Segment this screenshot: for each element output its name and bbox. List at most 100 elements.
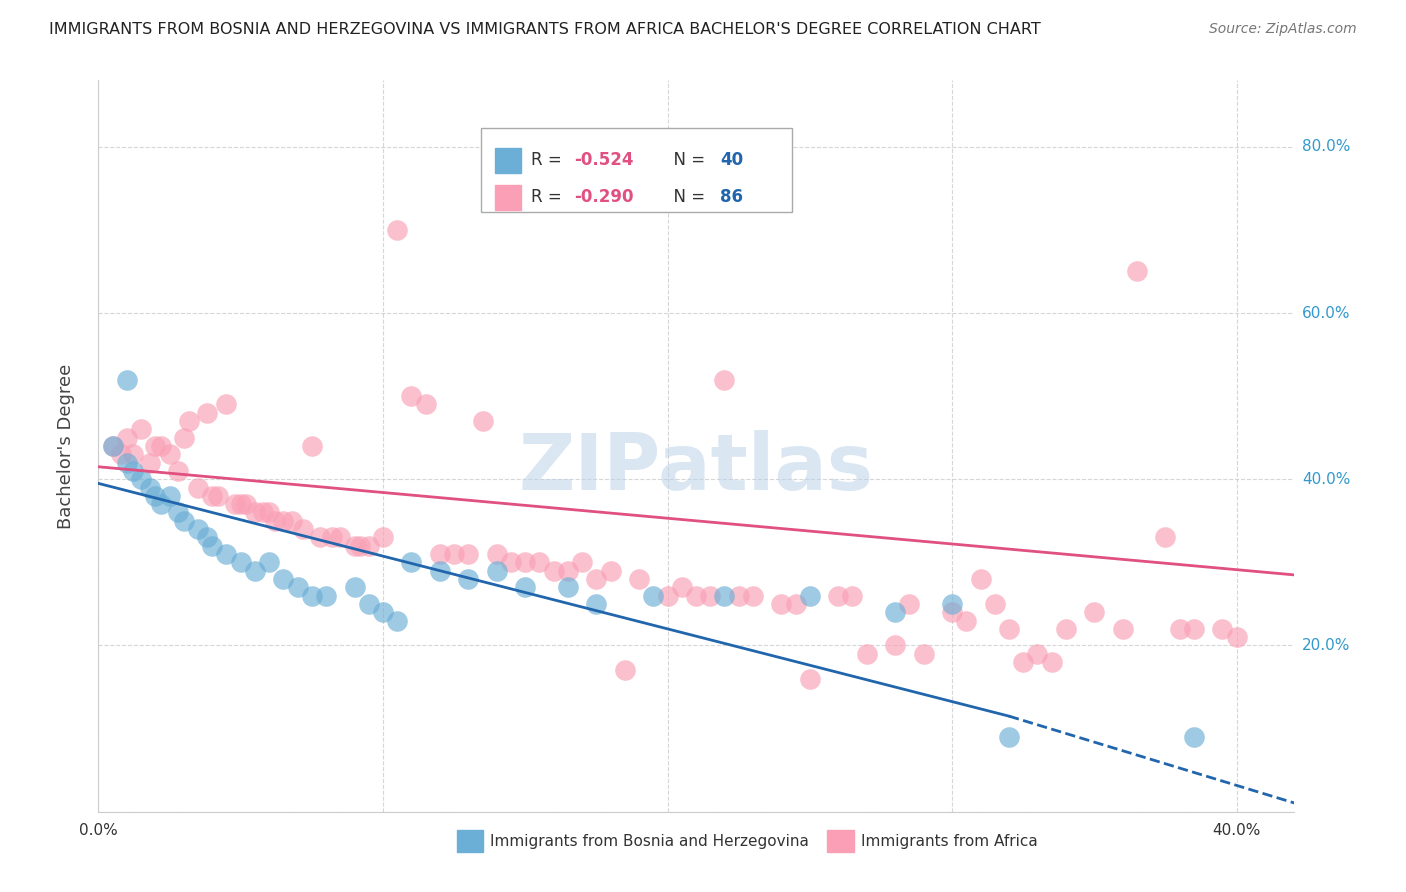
Point [235,497,257,511]
Point [385,614,409,628]
Point [713,372,735,386]
Point [515,580,537,594]
Point [179,414,201,428]
Text: 40.0%: 40.0% [1302,472,1350,487]
Point [173,514,195,528]
Bar [457,830,484,852]
Point [243,564,266,578]
Point [1182,622,1205,636]
Point [699,589,721,603]
Y-axis label: Bachelor's Degree: Bachelor's Degree [56,363,75,529]
Point [585,597,607,611]
Point [187,522,209,536]
Point [357,597,380,611]
Point [827,589,849,603]
Point [898,597,921,611]
FancyBboxPatch shape [481,128,792,212]
Point [1040,655,1063,669]
Point [187,481,209,495]
Point [252,506,274,520]
Point [224,497,246,511]
Point [1026,647,1049,661]
Text: N =: N = [662,188,710,206]
Point [159,489,181,503]
Point [727,589,749,603]
Text: -0.290: -0.290 [574,188,634,206]
Bar [495,186,522,210]
Point [263,514,285,528]
Point [571,555,593,569]
Point [229,555,252,569]
Point [471,414,494,428]
Point [129,472,152,486]
Text: R =: R = [531,188,567,206]
Point [292,522,315,536]
Point [657,589,679,603]
Point [138,456,160,470]
Point [529,555,551,569]
Point [129,422,152,436]
Text: 40: 40 [720,151,742,169]
Point [167,506,190,520]
Bar [827,830,853,852]
Point [281,514,304,528]
Point [110,447,132,461]
Point [884,639,907,653]
Point [429,547,451,561]
Point [343,580,366,594]
Point [955,614,977,628]
Point [215,397,238,411]
Point [301,589,323,603]
Point [121,464,143,478]
Point [159,447,181,461]
Point [841,589,863,603]
Point [243,506,266,520]
Text: R =: R = [531,151,567,169]
Point [257,506,280,520]
Point [557,580,579,594]
Point [315,589,337,603]
Point [167,464,190,478]
Point [101,439,124,453]
Point [1211,622,1233,636]
Point [207,489,229,503]
Point [457,547,479,561]
Point [287,580,309,594]
Point [799,672,821,686]
Point [1168,622,1191,636]
Point [1226,630,1249,644]
Point [1054,622,1077,636]
Point [443,547,465,561]
Point [1012,655,1035,669]
Point [201,489,224,503]
Point [1126,264,1149,278]
Text: 86: 86 [720,188,742,206]
Point [499,555,522,569]
Point [941,605,963,619]
Point [143,439,166,453]
Point [173,431,195,445]
Point [543,564,565,578]
Text: ZIPatlas: ZIPatlas [519,430,873,506]
Point [1083,605,1105,619]
Point [855,647,877,661]
Point [884,605,907,619]
Point [941,597,963,611]
Point [121,447,143,461]
Point [257,555,280,569]
Point [101,439,124,453]
Point [515,555,537,569]
Point [273,572,295,586]
Point [1112,622,1135,636]
Point [485,564,508,578]
Point [150,497,173,511]
Point [671,580,693,594]
Point [385,223,409,237]
Point [969,572,991,586]
Point [143,489,166,503]
Text: 80.0%: 80.0% [1302,139,1350,154]
Text: 40.0%: 40.0% [1212,822,1261,838]
Point [998,730,1021,744]
Point [429,564,451,578]
Text: -0.524: -0.524 [574,151,634,169]
